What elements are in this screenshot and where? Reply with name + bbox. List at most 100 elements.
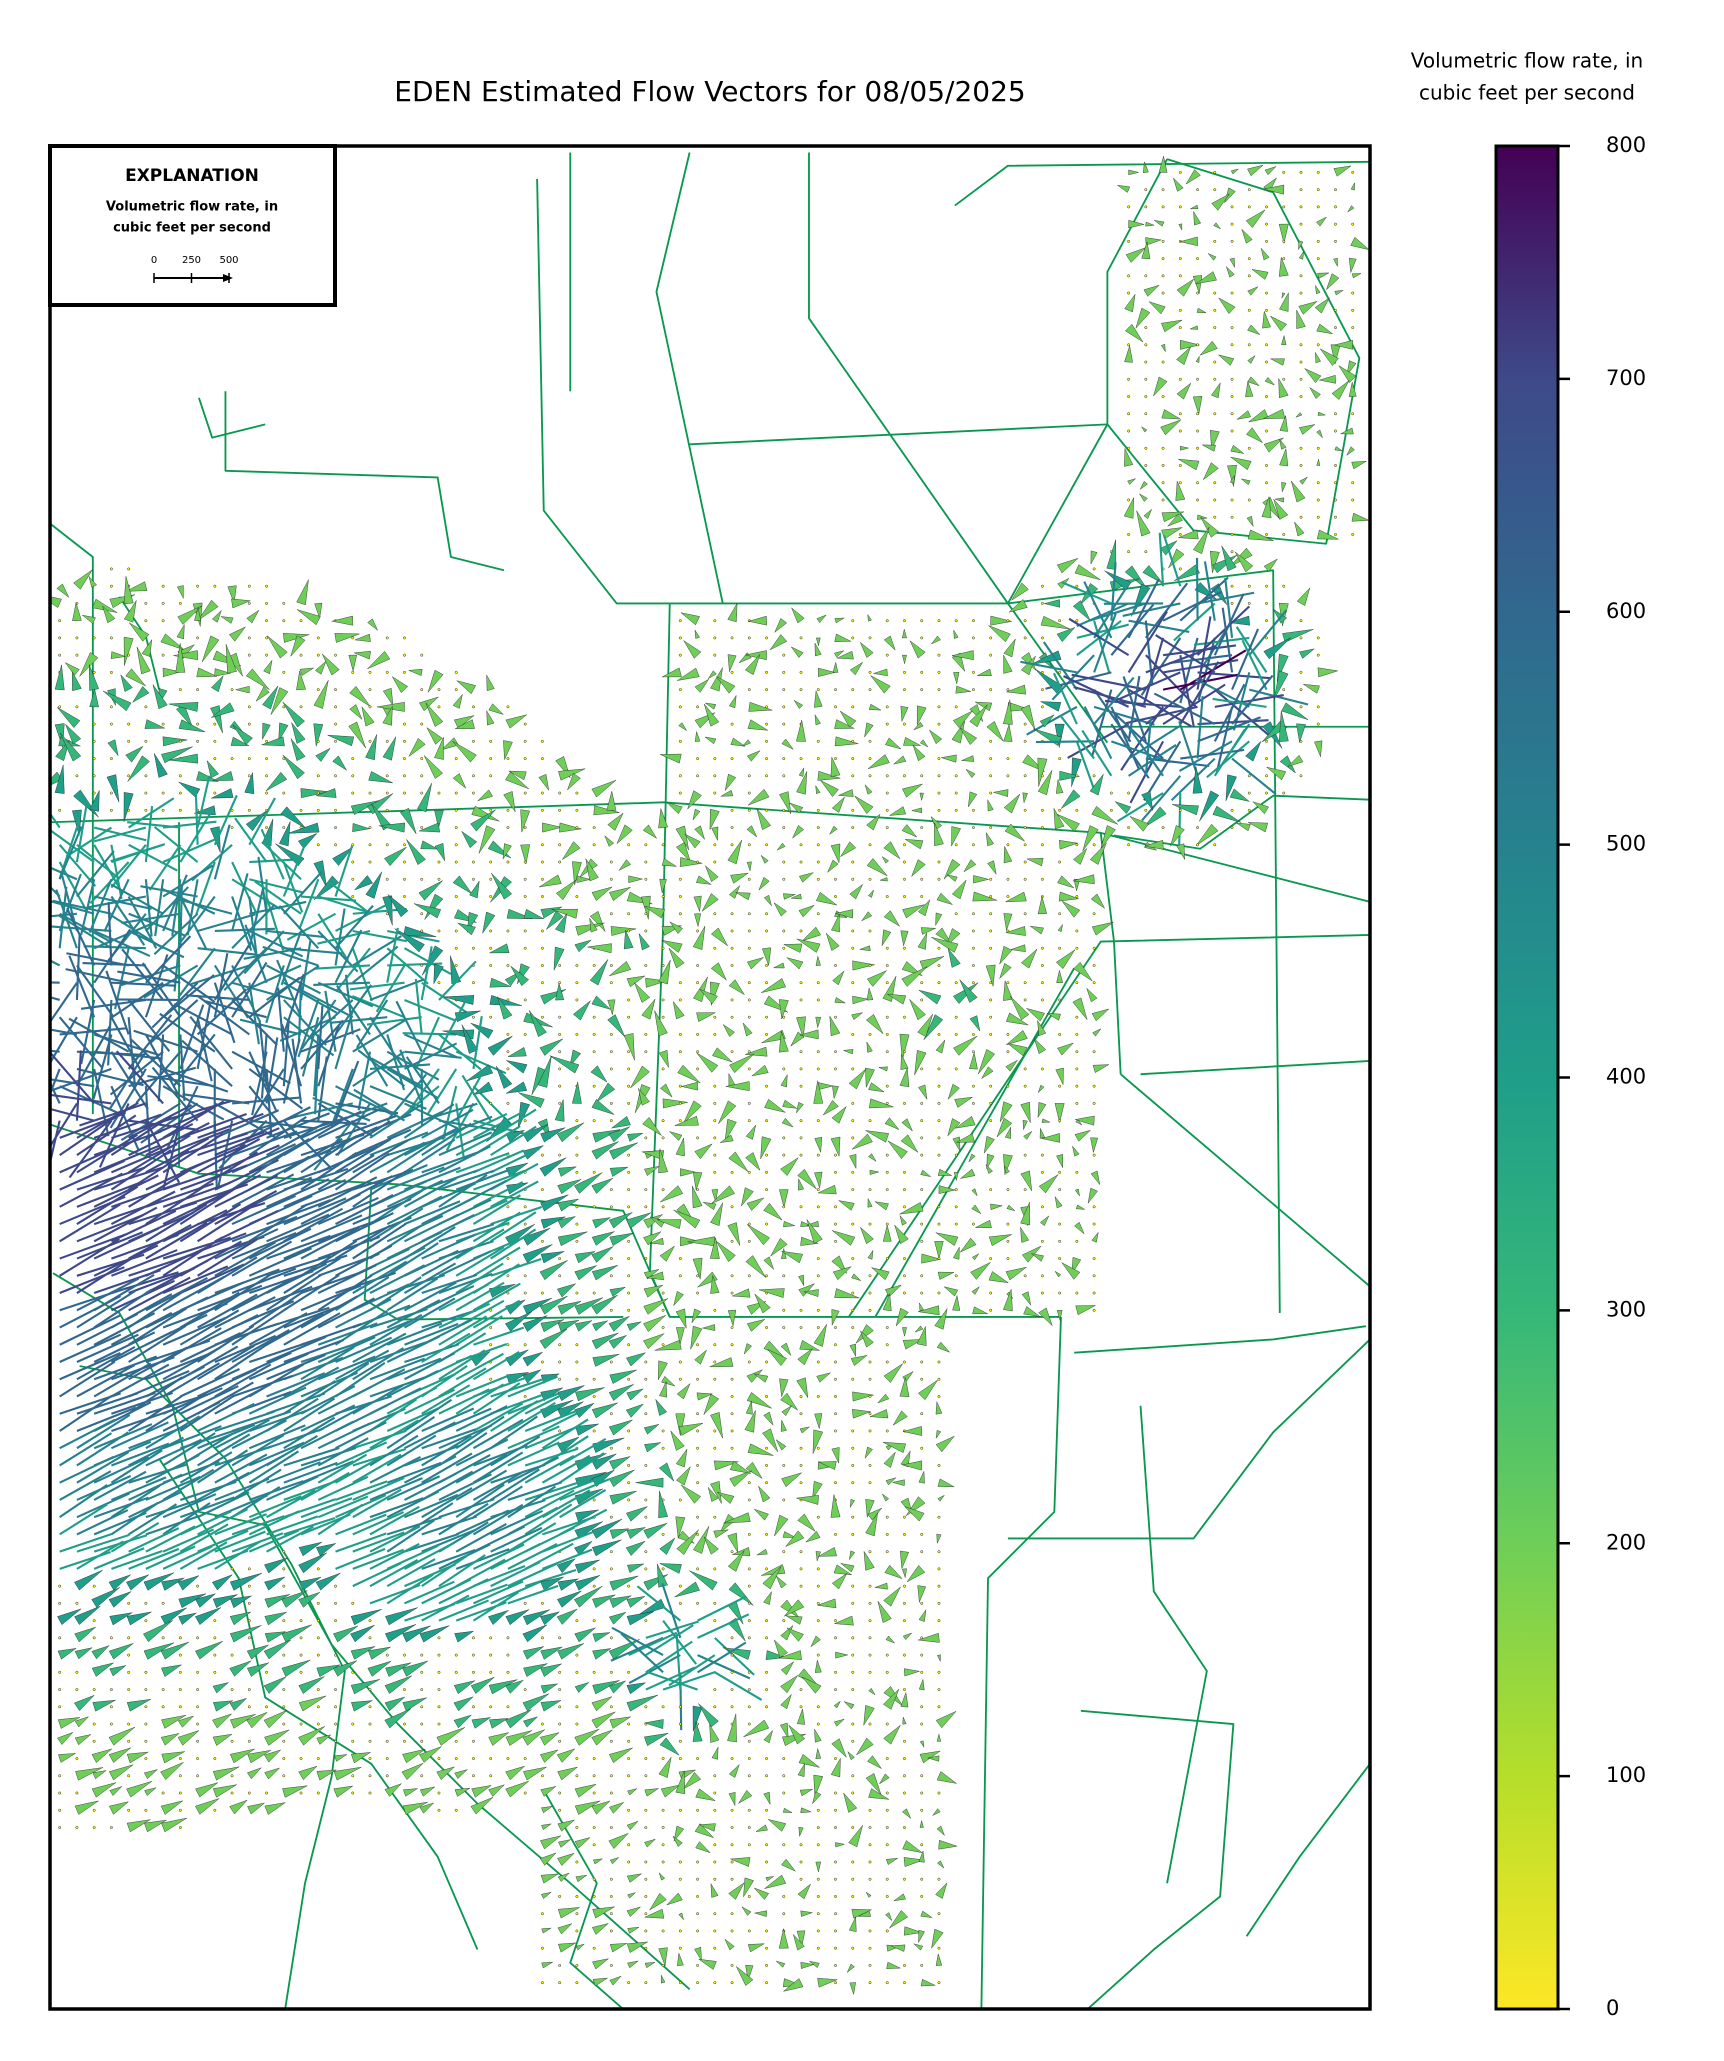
flow-dot bbox=[834, 1912, 837, 1916]
flow-arrow bbox=[317, 1437, 369, 1467]
flow-arrow bbox=[283, 1274, 340, 1312]
flow-arrow bbox=[879, 877, 888, 882]
flow-arrow bbox=[626, 1682, 646, 1695]
flow-arrow bbox=[93, 1144, 161, 1174]
flow-dot bbox=[678, 1498, 682, 1502]
flow-arrow bbox=[505, 714, 527, 729]
flow-arrow bbox=[282, 844, 306, 897]
flow-dot bbox=[678, 705, 682, 709]
flow-arrow bbox=[473, 1149, 525, 1174]
flow-arrow bbox=[905, 839, 924, 850]
flow-arrow bbox=[574, 1627, 596, 1643]
flow-arrow bbox=[659, 878, 667, 894]
flow-dot bbox=[782, 757, 786, 760]
flow-dot bbox=[299, 705, 303, 709]
flow-arrow bbox=[638, 933, 650, 951]
flow-dot bbox=[1282, 171, 1286, 174]
flow-arrow bbox=[797, 1763, 805, 1777]
flow-dot bbox=[1023, 981, 1027, 985]
flow-arrow bbox=[1075, 1115, 1095, 1126]
flow-dot bbox=[385, 739, 389, 743]
flow-arrow bbox=[1143, 285, 1160, 297]
flow-arrow bbox=[936, 1533, 942, 1544]
flow-arrow bbox=[820, 780, 839, 797]
flow-arrow bbox=[919, 739, 929, 748]
flow-arrow bbox=[266, 1427, 324, 1450]
flow-dot bbox=[1092, 964, 1096, 967]
flow-dot bbox=[110, 636, 113, 640]
flow-arrow bbox=[438, 1223, 495, 1243]
flow-arrow bbox=[162, 1468, 215, 1501]
flow-arrow bbox=[75, 806, 88, 863]
flow-arrow bbox=[754, 1910, 767, 1917]
flow-arrow bbox=[1263, 184, 1285, 195]
flow-dot bbox=[644, 1550, 648, 1554]
flow-dot bbox=[489, 1377, 493, 1381]
flow-arrow bbox=[455, 1415, 505, 1450]
flow-arrow bbox=[76, 1540, 124, 1570]
flow-arrow bbox=[283, 1257, 341, 1294]
flow-arrow bbox=[212, 771, 234, 781]
flow-arrow bbox=[425, 702, 444, 727]
flow-dot bbox=[696, 1981, 699, 1985]
flow-arrow bbox=[88, 576, 97, 588]
flow-dot bbox=[765, 1119, 768, 1123]
flow-arrow bbox=[557, 1578, 579, 1591]
flow-arrow bbox=[783, 893, 796, 900]
flow-arrow bbox=[231, 1050, 291, 1085]
flow-arrow bbox=[497, 996, 513, 1020]
flow-arrow bbox=[248, 1085, 293, 1140]
flow-arrow bbox=[626, 975, 646, 988]
flow-dot bbox=[937, 1291, 941, 1295]
flow-arrow bbox=[781, 1472, 802, 1488]
flow-dot bbox=[1058, 1119, 1062, 1123]
flow-arrow bbox=[231, 981, 293, 1001]
flow-arrow bbox=[197, 599, 219, 621]
flow-dot bbox=[1006, 843, 1010, 847]
flow-arrow bbox=[782, 1099, 797, 1109]
flow-arrow bbox=[798, 1754, 820, 1768]
flow-arrow bbox=[674, 1115, 699, 1126]
flow-arrow bbox=[741, 1906, 752, 1916]
flow-dot bbox=[851, 1946, 855, 1950]
flow-arrow bbox=[244, 924, 268, 984]
flow-dot bbox=[920, 826, 924, 829]
flow-dot bbox=[1041, 1067, 1044, 1071]
flow-arrow bbox=[815, 1861, 822, 1872]
flow-dot bbox=[1265, 774, 1268, 778]
flow-arrow bbox=[1145, 678, 1203, 725]
flow-arrow bbox=[153, 912, 199, 956]
flow-dot bbox=[420, 1653, 424, 1657]
flow-arrow bbox=[881, 856, 889, 864]
flow-arrow bbox=[714, 1637, 755, 1676]
flow-arrow bbox=[266, 1372, 326, 1398]
flow-arrow bbox=[1197, 716, 1261, 743]
flow-arrow bbox=[789, 802, 804, 814]
flow-arrow bbox=[1057, 924, 1063, 933]
flow-arrow bbox=[727, 1309, 737, 1326]
flow-arrow bbox=[290, 635, 306, 657]
flow-arrow bbox=[670, 1430, 685, 1451]
flow-dot bbox=[454, 946, 458, 950]
flow-arrow bbox=[317, 1005, 324, 1069]
flow-arrow bbox=[352, 1476, 405, 1501]
flow-arrow bbox=[229, 1698, 247, 1711]
flow-dot bbox=[523, 860, 527, 864]
flow-arrow bbox=[300, 1152, 358, 1191]
flow-arrow bbox=[352, 1223, 407, 1260]
flow-arrow bbox=[111, 1442, 170, 1467]
flow-arrow bbox=[611, 1116, 631, 1129]
flow-arrow bbox=[1057, 1042, 1074, 1056]
flow-dot bbox=[834, 1533, 837, 1536]
flow-arrow bbox=[1211, 193, 1230, 211]
flow-dot bbox=[661, 1136, 665, 1140]
flow-arrow bbox=[1144, 717, 1152, 776]
flow-arrow bbox=[847, 1963, 855, 1973]
flow-arrow bbox=[559, 1488, 607, 1519]
flow-arrow bbox=[334, 929, 363, 984]
flow-dot bbox=[472, 946, 475, 950]
flow-dot bbox=[1213, 291, 1217, 295]
flow-arrow bbox=[421, 1196, 475, 1226]
flow-arrow bbox=[367, 618, 378, 631]
flow-dot bbox=[265, 636, 268, 640]
